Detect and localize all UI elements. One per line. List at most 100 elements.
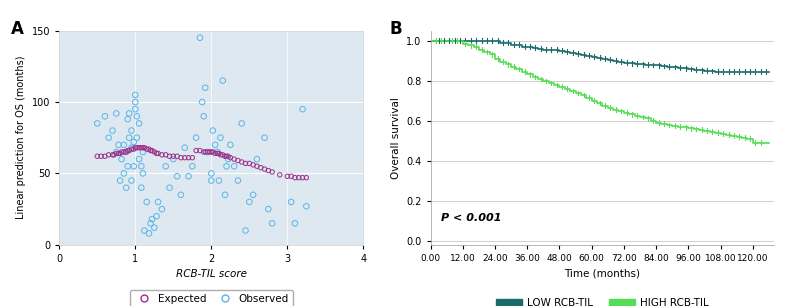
Point [141,147,153,151]
Point [107,152,120,157]
Point [164,185,176,190]
Point [160,164,172,169]
Y-axis label: Linear prediction for OS (months): Linear prediction for OS (months) [16,56,26,219]
Point [300,175,313,180]
Point [133,121,145,126]
Point [91,154,103,159]
Point [122,117,134,121]
Point [231,158,244,163]
Point [118,142,130,147]
Point [135,164,148,169]
Point [110,111,122,116]
Point [250,164,263,169]
Point [175,155,187,160]
Point [239,161,252,166]
Point [143,147,156,151]
Point [239,228,252,233]
Point [179,145,191,150]
Point [288,221,301,226]
Point [164,154,176,159]
Point [115,157,128,162]
Point [220,164,233,169]
Point [137,171,149,176]
Point [129,99,141,104]
Point [114,151,126,156]
Point [186,155,198,160]
Point [122,148,134,153]
Point [194,35,206,40]
Point [120,185,133,190]
Point [106,128,118,133]
Point [156,207,168,211]
Point [137,150,149,155]
Point [235,159,248,164]
Point [144,221,156,226]
Point [300,204,313,209]
Point [125,128,137,133]
Point [243,200,256,204]
Legend: LOW RCB-TIL, HIGH RCB-TIL: LOW RCB-TIL, HIGH RCB-TIL [491,294,713,306]
Point [220,154,233,159]
Point [129,107,141,112]
Point [205,178,218,183]
Point [231,178,244,183]
Point [198,150,210,155]
Point [152,151,164,156]
Point [190,148,202,153]
Point [224,155,237,160]
Point [214,152,227,157]
Point [103,135,115,140]
Point [118,171,130,176]
Text: A: A [10,20,24,38]
Legend: Expected, Observed: Expected, Observed [130,290,293,306]
Point [194,148,206,153]
Point [235,121,248,126]
Point [129,145,141,150]
Point [145,217,158,222]
Point [110,151,122,156]
Point [204,150,216,155]
Point [254,165,267,170]
Point [199,150,212,155]
Point [219,154,231,159]
Point [250,157,263,162]
Point [179,155,191,160]
Point [120,150,133,155]
X-axis label: RCB-TIL score: RCB-TIL score [176,269,246,279]
Point [120,150,133,155]
Point [228,164,240,169]
Point [198,114,210,119]
Point [110,150,122,155]
Point [213,178,225,183]
Text: B: B [389,20,402,38]
Point [205,171,218,176]
Point [137,145,149,150]
Point [205,150,218,155]
Point [118,150,130,155]
Point [133,145,145,150]
Point [273,172,286,177]
Point [138,228,151,233]
Point [224,142,237,147]
Point [222,154,235,159]
Point [258,135,271,140]
Point [135,185,148,190]
Point [296,107,309,112]
Point [285,174,298,179]
Point [228,157,240,162]
Point [103,152,115,157]
X-axis label: Time (months): Time (months) [564,268,641,278]
Point [125,147,137,151]
Point [127,140,140,144]
Point [196,99,209,104]
Point [199,85,212,90]
Point [243,161,256,166]
Point [296,175,309,180]
Point [156,152,168,157]
Point [209,151,221,156]
Point [214,135,227,140]
Point [112,142,125,147]
Point [123,111,136,116]
Point [106,152,118,157]
Point [171,174,183,179]
